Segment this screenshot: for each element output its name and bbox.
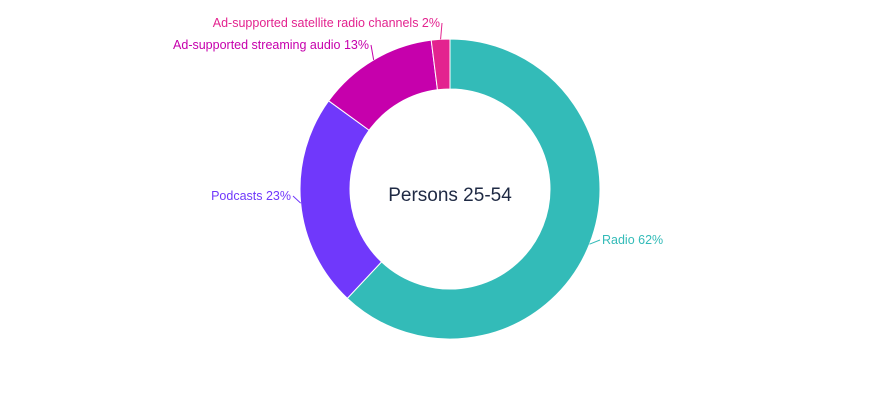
leader-line-4 — [440, 22, 443, 40]
slices-group — [299, 38, 601, 340]
leader-line-1 — [589, 239, 601, 245]
leader-lines-group — [292, 22, 601, 245]
leader-line-3 — [370, 44, 375, 60]
donut-slice-4[interactable] — [430, 38, 451, 91]
slice-label-2: Podcasts 23% — [211, 189, 291, 203]
slice-label-4: Ad-supported satellite radio channels 2% — [213, 16, 440, 30]
donut-slice-1[interactable] — [346, 38, 601, 340]
center-label: Persons 25-54 — [388, 185, 512, 206]
leader-line-2 — [292, 195, 302, 204]
slice-label-1: Radio 62% — [602, 233, 663, 247]
slice-label-3: Ad-supported streaming audio 13% — [173, 38, 369, 52]
slice-labels-group: Radio 62% Podcasts 23% Ad-supported stream… — [173, 16, 663, 247]
